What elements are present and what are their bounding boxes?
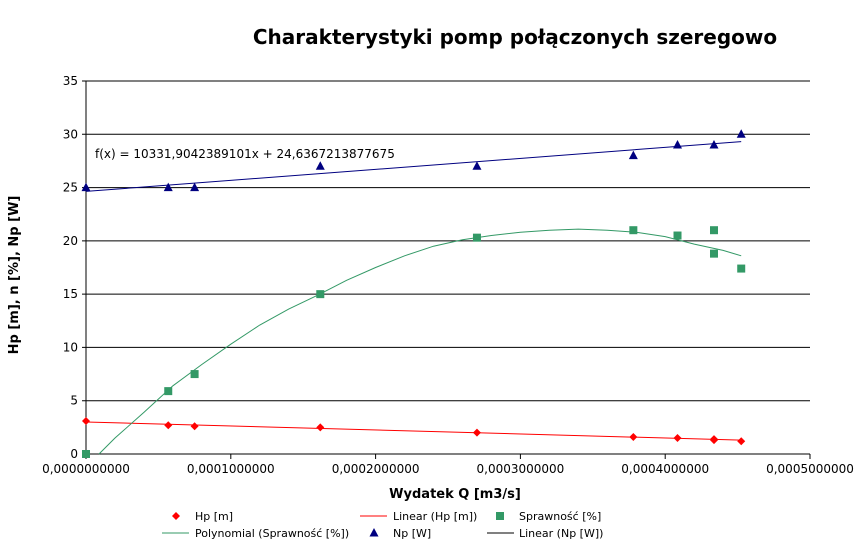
x-tick-label: 0,0002000000 bbox=[332, 462, 420, 476]
polynomial-trendline bbox=[98, 228, 742, 455]
y-tick-label: 0 bbox=[70, 447, 78, 461]
linear-trendline bbox=[85, 421, 742, 441]
legend-label: Linear (Np [W]) bbox=[519, 527, 603, 540]
legend: Hp [m] Linear (Hp [m]) Sprawność [%] Polyno… bbox=[162, 510, 603, 540]
legend-marker bbox=[496, 512, 504, 520]
data-point-square bbox=[629, 226, 638, 235]
legend-label: Polynomial (Sprawność [%]) bbox=[195, 527, 349, 540]
y-tick-label: 20 bbox=[63, 234, 78, 248]
x-axis-title: Wydatek Q [m3/s] bbox=[389, 487, 521, 502]
data-point-square bbox=[472, 233, 481, 242]
legend-label: Np [W] bbox=[393, 527, 431, 540]
y-tick-label: 30 bbox=[63, 127, 78, 141]
data-point-diamond bbox=[316, 423, 325, 432]
data-point-triangle bbox=[709, 139, 719, 149]
data-point-square bbox=[737, 264, 746, 273]
data-point-square bbox=[164, 387, 173, 396]
y-axis-title: Hp [m], n [%], Np [W] bbox=[7, 196, 22, 355]
y-tick-label: 35 bbox=[63, 74, 78, 88]
data-point-square bbox=[190, 370, 199, 379]
grid bbox=[82, 80, 810, 455]
data-point-triangle bbox=[190, 182, 200, 192]
data-point-diamond bbox=[673, 434, 682, 443]
data-point-diamond bbox=[472, 428, 481, 437]
data-point-diamond bbox=[164, 421, 173, 430]
y-tick-label: 25 bbox=[63, 181, 78, 195]
data-point-square bbox=[709, 249, 718, 258]
y-tick-label: 5 bbox=[70, 394, 78, 408]
trendline-equation: f(x) = 10331,9042389101x + 24,6367213877… bbox=[95, 147, 395, 161]
legend-label: Sprawność [%] bbox=[519, 510, 601, 523]
data-point-triangle bbox=[163, 182, 173, 192]
y-tick-label: 15 bbox=[63, 287, 78, 301]
x-tick-label: 0,0004000000 bbox=[621, 462, 709, 476]
data-point-triangle bbox=[673, 139, 683, 149]
data-point-triangle bbox=[472, 161, 482, 170]
linear-trendline bbox=[85, 141, 742, 192]
data-point-square bbox=[709, 226, 718, 235]
data-point-diamond bbox=[709, 436, 718, 445]
data-point-square bbox=[673, 231, 682, 240]
data-point-triangle bbox=[736, 129, 746, 138]
y-tick-label: 10 bbox=[63, 340, 78, 354]
data-point-triangle bbox=[628, 150, 638, 160]
legend-marker bbox=[369, 528, 379, 537]
data-point-square bbox=[82, 450, 90, 458]
chart-title: Charakterystyki pomp połączonych szerego… bbox=[253, 25, 777, 49]
legend-marker bbox=[172, 512, 180, 520]
x-tick-label: 0,0001000000 bbox=[187, 462, 275, 476]
axes: 0 5 10 15 20 25 30 35 0,0000000000 0,0001000000 0,… bbox=[42, 74, 854, 476]
data-point-diamond bbox=[82, 416, 90, 425]
data-point-diamond bbox=[190, 422, 199, 431]
legend-label: Linear (Hp [m]) bbox=[393, 510, 477, 523]
data-point-diamond bbox=[629, 432, 638, 441]
legend-label: Hp [m] bbox=[195, 510, 233, 523]
data-point-triangle bbox=[81, 182, 91, 192]
x-tick-label: 0,0003000000 bbox=[477, 462, 565, 476]
data-point-square bbox=[316, 290, 325, 299]
x-tick-label: 0,0005000000 bbox=[766, 462, 854, 476]
x-tick-label: 0,0000000000 bbox=[42, 462, 130, 476]
data-point-diamond bbox=[737, 437, 746, 446]
data-point-triangle bbox=[315, 161, 325, 170]
plot-area bbox=[81, 129, 746, 458]
